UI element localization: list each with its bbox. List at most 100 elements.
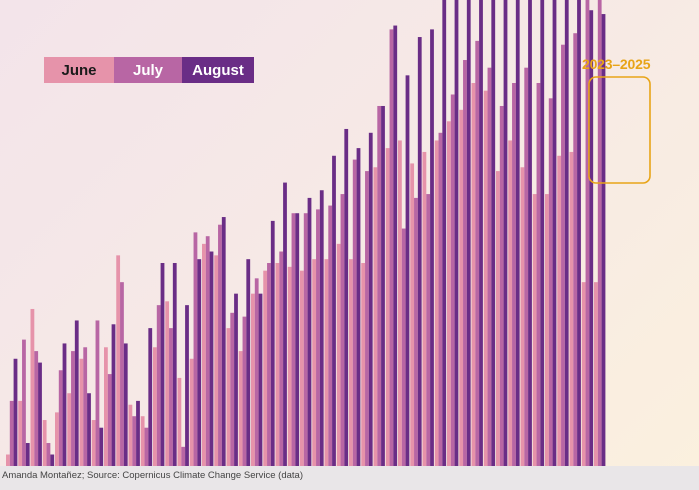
- bar-june-32: [398, 140, 402, 466]
- bar-june-10: [128, 404, 133, 466]
- bar-july-35: [438, 132, 443, 467]
- bar-july-47: [585, 0, 590, 467]
- bar-july-18: [230, 312, 235, 466]
- bar-june-25: [312, 259, 317, 466]
- bar-june-27: [336, 243, 341, 466]
- bar-august-15: [197, 259, 202, 466]
- bar-august-29: [368, 132, 373, 467]
- bar-july-24: [303, 213, 308, 466]
- bar-august-7: [99, 427, 104, 466]
- bar-july-1: [22, 339, 26, 466]
- bar-june-36: [447, 121, 451, 467]
- bar-august-1: [25, 443, 30, 466]
- bar-june-20: [251, 293, 255, 466]
- bar-june-2: [30, 308, 35, 466]
- bar-june-9: [116, 255, 121, 466]
- bar-june-44: [545, 194, 549, 466]
- bar-august-3: [50, 454, 55, 466]
- bar-august-11: [148, 328, 153, 466]
- bar-july-19: [242, 316, 247, 466]
- bar-june-24: [300, 270, 304, 466]
- bar-july-43: [536, 83, 541, 466]
- bar-june-6: [79, 358, 84, 466]
- bar-august-27: [344, 128, 349, 466]
- bar-july-37: [463, 60, 467, 467]
- bar-june-30: [373, 167, 378, 466]
- bar-august-4: [62, 343, 67, 466]
- bar-july-0: [9, 400, 14, 466]
- bar-august-30: [381, 105, 385, 466]
- bar-july-20: [254, 278, 259, 466]
- legend: June July August: [44, 57, 254, 83]
- bar-june-28: [349, 259, 353, 466]
- bar-june-7: [91, 420, 96, 466]
- bar-august-31: [393, 25, 398, 467]
- bar-august-45: [564, 0, 569, 466]
- bar-june-29: [361, 263, 366, 466]
- bar-july-2: [34, 351, 39, 466]
- bar-july-36: [450, 94, 455, 467]
- bar-august-0: [13, 358, 18, 466]
- bar-june-22: [275, 263, 280, 466]
- bar-july-26: [328, 205, 333, 466]
- bar-july-14: [181, 446, 186, 466]
- bar-august-5: [74, 320, 79, 466]
- bar-june-16: [202, 243, 206, 466]
- bar-august-26: [332, 155, 336, 466]
- bar-july-33: [414, 197, 418, 466]
- bar-august-6: [87, 393, 91, 466]
- bar-july-8: [107, 374, 112, 466]
- bar-june-33: [410, 163, 415, 466]
- bar-july-30: [377, 105, 382, 466]
- bar-august-12: [160, 263, 165, 466]
- bar-august-35: [442, 0, 447, 466]
- bar-july-44: [548, 98, 553, 466]
- bar-august-9: [123, 343, 128, 466]
- bar-june-11: [140, 416, 145, 466]
- highlight-label: 2023–2025: [582, 56, 651, 72]
- bar-july-9: [120, 282, 124, 466]
- bar-june-43: [532, 194, 537, 466]
- bar-august-46: [577, 0, 581, 467]
- bar-june-26: [324, 259, 329, 466]
- bar-august-18: [234, 293, 238, 466]
- bar-july-34: [426, 194, 431, 466]
- bar-august-41: [515, 0, 520, 467]
- bar-june-1: [18, 400, 23, 466]
- bar-july-23: [291, 213, 296, 466]
- bar-august-8: [111, 324, 116, 466]
- bar-june-31: [385, 148, 390, 467]
- bar-july-39: [487, 67, 492, 467]
- bar-august-42: [528, 0, 532, 467]
- bar-july-4: [58, 370, 63, 466]
- legend-august: August: [182, 57, 254, 83]
- legend-june: June: [44, 57, 114, 83]
- bar-june-19: [238, 351, 243, 466]
- bar-june-35: [434, 140, 439, 466]
- bar-august-28: [356, 148, 361, 467]
- bar-august-19: [246, 259, 251, 466]
- bar-june-15: [189, 358, 194, 466]
- bar-june-13: [165, 301, 170, 466]
- highlight-box: [588, 76, 651, 184]
- footer: Amanda Montañez; Source: Copernicus Clim…: [0, 466, 699, 490]
- bar-july-16: [205, 236, 210, 466]
- bar-june-18: [226, 328, 231, 466]
- bar-july-46: [573, 33, 578, 467]
- bar-july-42: [524, 67, 529, 467]
- credit-text: Amanda Montañez; Source: Copernicus Clim…: [2, 470, 303, 481]
- bar-august-44: [552, 0, 557, 467]
- bar-june-38: [471, 83, 476, 466]
- bar-july-29: [365, 171, 369, 466]
- bar-august-21: [270, 220, 275, 466]
- bar-july-10: [132, 416, 137, 466]
- bar-july-21: [267, 263, 271, 466]
- bar-august-22: [283, 182, 287, 466]
- bar-july-32: [401, 228, 406, 466]
- bar-august-14: [185, 305, 189, 466]
- bar-july-41: [512, 83, 516, 466]
- bar-june-0: [6, 454, 10, 466]
- bar-june-17: [214, 255, 219, 466]
- bar-august-2: [38, 362, 42, 466]
